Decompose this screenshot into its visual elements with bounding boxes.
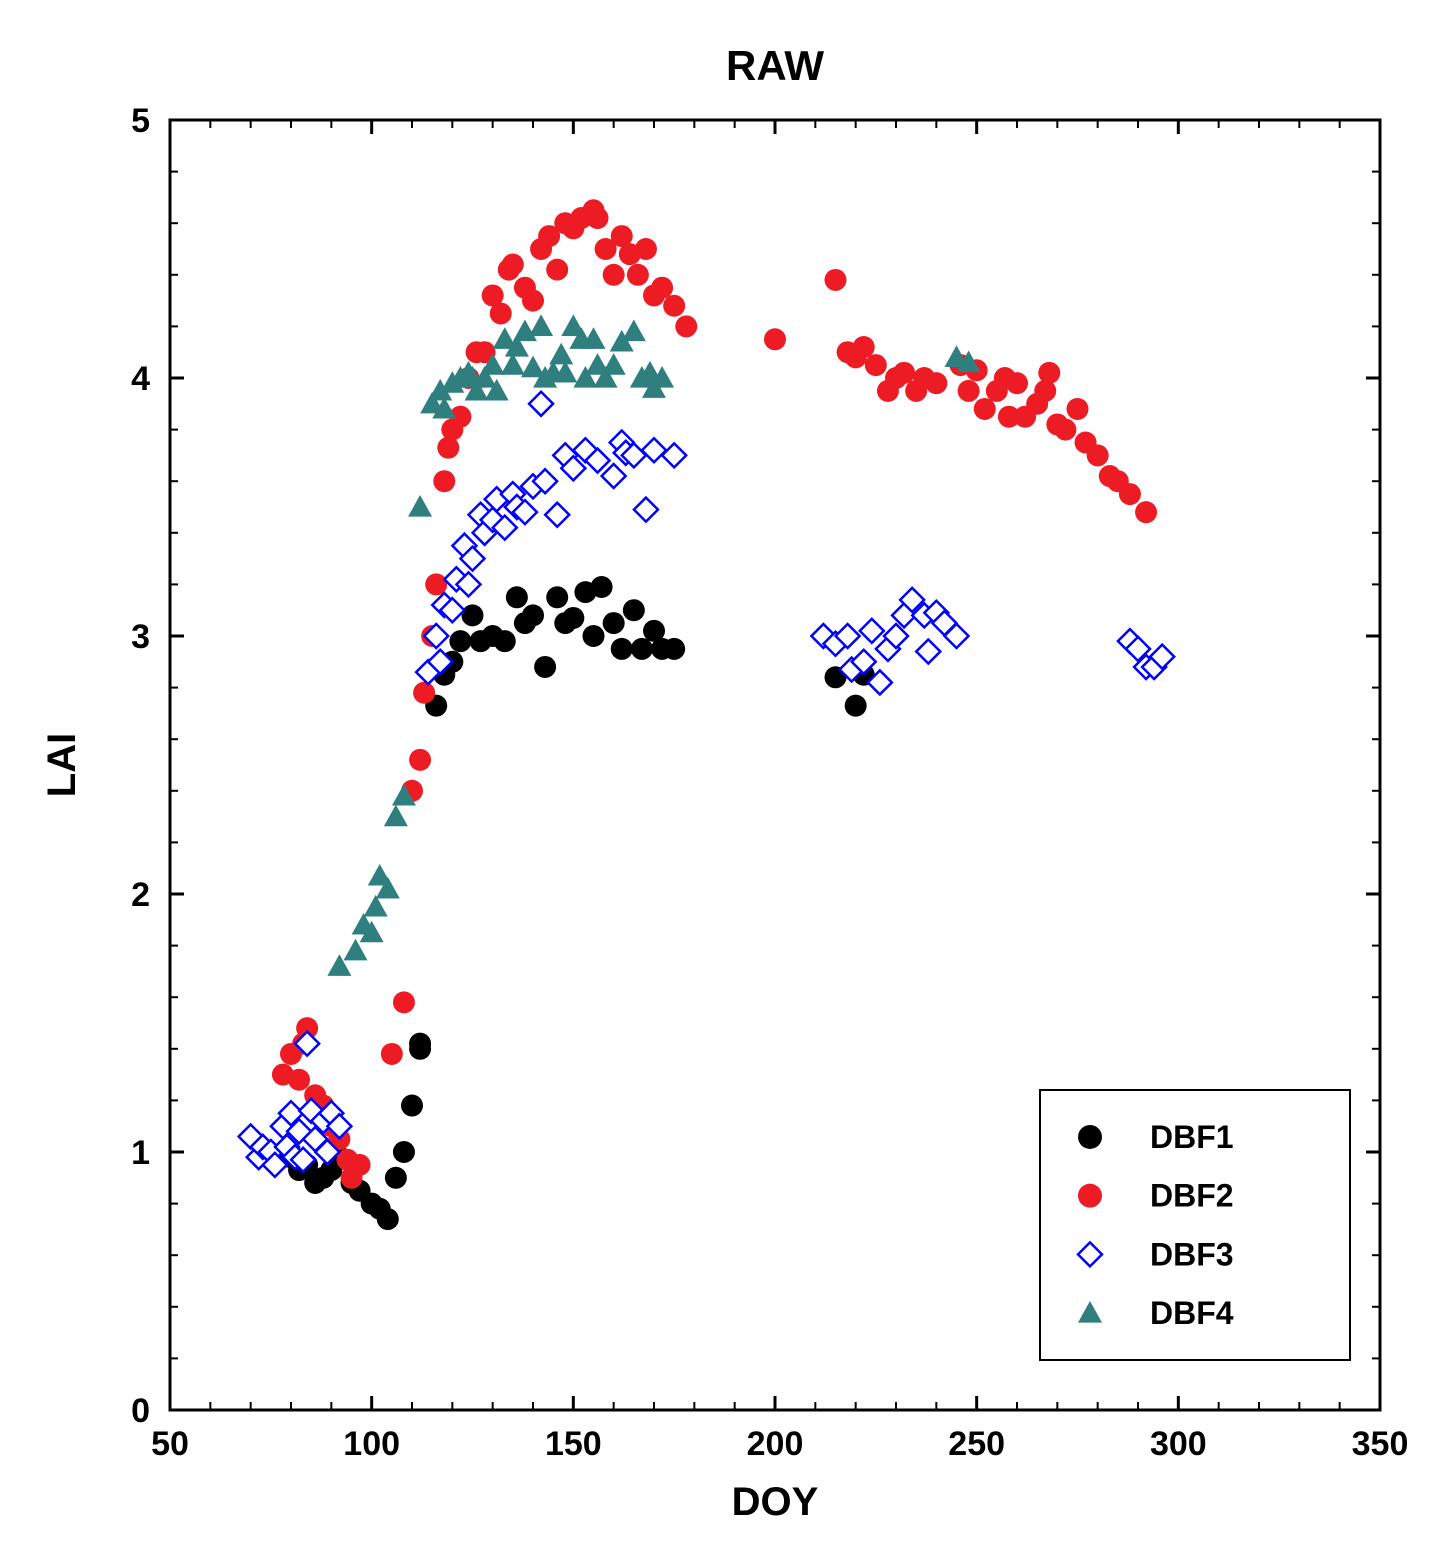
x-axis-label: DOY bbox=[732, 1480, 819, 1524]
legend-label: DBF2 bbox=[1150, 1178, 1234, 1214]
chart-container: RAW 50 100 150 200 250 300 350 0 1 2 3 4 5 DOY LAI DBF1 D… bbox=[0, 0, 1434, 1568]
data-point bbox=[502, 253, 524, 275]
data-point bbox=[490, 303, 512, 325]
x-tick-label: 350 bbox=[1352, 1425, 1409, 1463]
scatter-chart: RAW 50 100 150 200 250 300 350 0 1 2 3 4 5 DOY LAI DBF1 D… bbox=[0, 0, 1434, 1568]
data-point bbox=[506, 586, 528, 608]
data-point bbox=[546, 259, 568, 281]
y-tick-label: 2 bbox=[131, 876, 150, 914]
data-point bbox=[522, 604, 544, 626]
data-point bbox=[433, 470, 455, 492]
data-point bbox=[381, 1043, 403, 1065]
data-point bbox=[1119, 483, 1141, 505]
data-point bbox=[663, 638, 685, 660]
data-point bbox=[764, 328, 786, 350]
data-point bbox=[845, 695, 867, 717]
data-point bbox=[393, 991, 415, 1013]
data-point bbox=[546, 586, 568, 608]
data-point bbox=[631, 638, 653, 660]
data-point bbox=[409, 749, 431, 771]
data-point bbox=[401, 1095, 423, 1117]
data-point bbox=[623, 599, 645, 621]
legend-label: DBF3 bbox=[1150, 1236, 1234, 1272]
data-point bbox=[865, 354, 887, 376]
data-point bbox=[288, 1069, 310, 1091]
data-point bbox=[853, 336, 875, 358]
data-point bbox=[385, 1167, 407, 1189]
data-point bbox=[651, 277, 673, 299]
data-point bbox=[1078, 1125, 1102, 1149]
data-point bbox=[627, 264, 649, 286]
y-tick-label: 4 bbox=[131, 360, 150, 398]
data-point bbox=[1087, 444, 1109, 466]
x-tick-label: 150 bbox=[545, 1425, 602, 1463]
legend-label: DBF1 bbox=[1150, 1119, 1234, 1155]
x-tick-label: 300 bbox=[1150, 1425, 1207, 1463]
data-point bbox=[635, 238, 657, 260]
data-point bbox=[1054, 419, 1076, 441]
y-tick-label: 0 bbox=[131, 1392, 150, 1430]
data-point bbox=[1067, 398, 1089, 420]
chart-title: RAW bbox=[726, 42, 824, 89]
data-point bbox=[1078, 1184, 1102, 1208]
x-tick-label: 50 bbox=[151, 1425, 189, 1463]
data-point bbox=[393, 1141, 415, 1163]
data-point bbox=[534, 656, 556, 678]
data-point bbox=[583, 625, 605, 647]
y-tick-label: 1 bbox=[131, 1134, 150, 1172]
data-point bbox=[1038, 362, 1060, 384]
data-point bbox=[825, 269, 847, 291]
data-point bbox=[925, 372, 947, 394]
data-point bbox=[409, 1033, 431, 1055]
data-point bbox=[603, 612, 625, 634]
data-point bbox=[349, 1154, 371, 1176]
legend-label: DBF4 bbox=[1150, 1295, 1234, 1331]
y-axis-label: LAI bbox=[40, 733, 84, 797]
data-point bbox=[893, 362, 915, 384]
data-point bbox=[611, 638, 633, 660]
data-point bbox=[974, 398, 996, 420]
x-tick-label: 100 bbox=[343, 1425, 400, 1463]
y-tick-label: 3 bbox=[131, 618, 150, 656]
x-tick-label: 200 bbox=[747, 1425, 804, 1463]
data-point bbox=[603, 264, 625, 286]
y-tick-label: 5 bbox=[131, 102, 150, 140]
data-point bbox=[675, 315, 697, 337]
data-point bbox=[958, 380, 980, 402]
data-point bbox=[462, 604, 484, 626]
data-point bbox=[1135, 501, 1157, 523]
data-point bbox=[377, 1208, 399, 1230]
data-point bbox=[522, 290, 544, 312]
data-point bbox=[1006, 372, 1028, 394]
data-point bbox=[413, 682, 435, 704]
data-point bbox=[494, 630, 516, 652]
data-point bbox=[587, 207, 609, 229]
data-point bbox=[449, 630, 471, 652]
x-tick-label: 250 bbox=[948, 1425, 1005, 1463]
data-point bbox=[591, 576, 613, 598]
data-point bbox=[663, 295, 685, 317]
data-point bbox=[562, 607, 584, 629]
